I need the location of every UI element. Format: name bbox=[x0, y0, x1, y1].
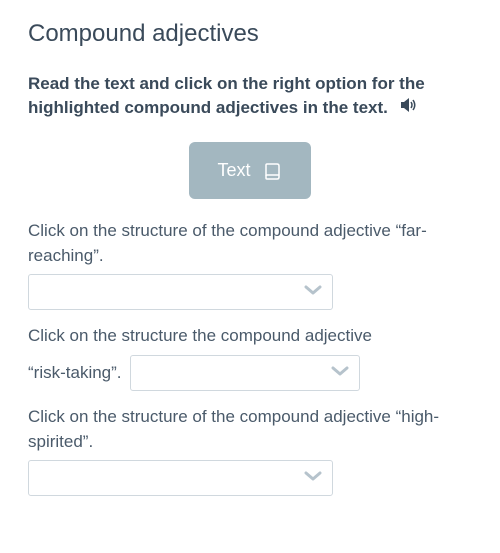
audio-icon[interactable] bbox=[399, 96, 417, 120]
text-button-container: Text bbox=[28, 142, 472, 199]
chevron-down-icon bbox=[304, 283, 322, 301]
question-1: Click on the structure of the compound a… bbox=[28, 219, 472, 310]
question-1-text: Click on the structure of the compound a… bbox=[28, 219, 472, 268]
question-2-dropdown[interactable] bbox=[130, 355, 360, 391]
instructions-text: Read the text and click on the right opt… bbox=[28, 72, 472, 120]
question-2: Click on the structure the compound adje… bbox=[28, 324, 472, 391]
question-3: Click on the structure of the compound a… bbox=[28, 405, 472, 496]
question-3-dropdown[interactable] bbox=[28, 460, 333, 496]
book-icon bbox=[263, 161, 283, 181]
question-2-text-line1: Click on the structure the compound adje… bbox=[28, 324, 472, 349]
page-title: Compound adjectives bbox=[28, 20, 472, 48]
question-1-dropdown[interactable] bbox=[28, 274, 333, 310]
chevron-down-icon bbox=[304, 469, 322, 487]
instructions-label: Read the text and click on the right opt… bbox=[28, 74, 425, 117]
text-button-label: Text bbox=[217, 160, 250, 181]
question-3-text: Click on the structure of the compound a… bbox=[28, 405, 472, 454]
question-2-text-line2: “risk-taking”. bbox=[28, 361, 122, 386]
text-button[interactable]: Text bbox=[189, 142, 310, 199]
chevron-down-icon bbox=[331, 364, 349, 382]
